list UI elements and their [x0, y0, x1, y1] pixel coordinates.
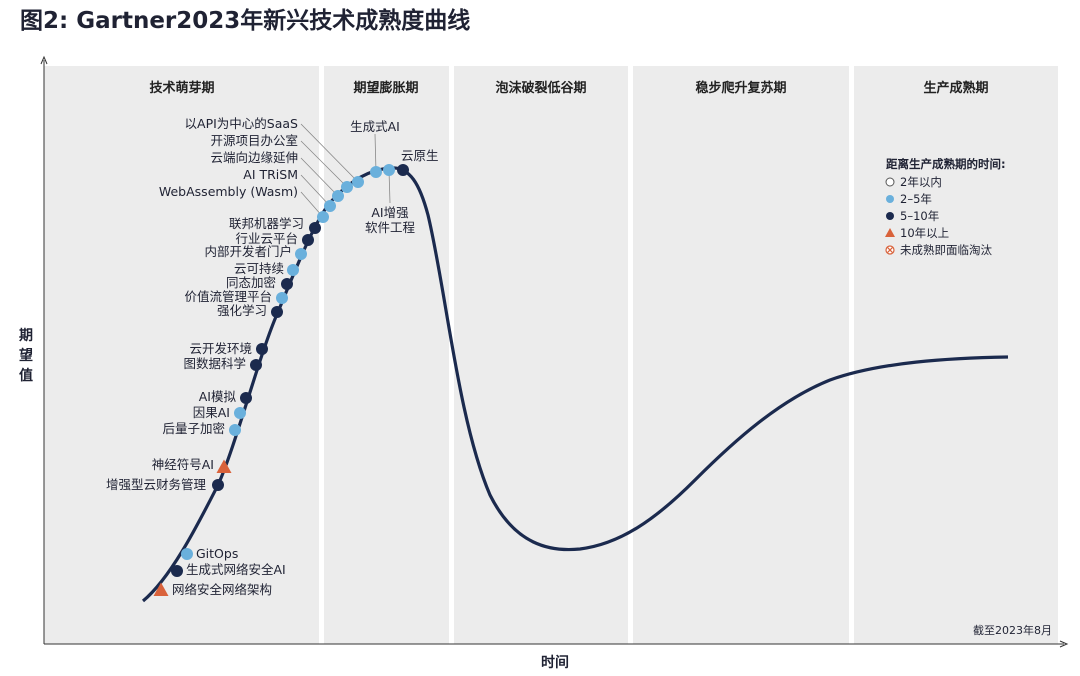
tech-marker — [397, 164, 409, 176]
chart-title: 图2: Gartner2023年新兴技术成熟度曲线 — [20, 7, 470, 34]
tech-marker — [229, 424, 241, 436]
legend-marker — [885, 228, 895, 237]
leader-line — [300, 174, 331, 207]
y-axis-label: 期望值 — [19, 328, 33, 384]
date-note: 截至2023年8月 — [973, 623, 1052, 637]
leader-line — [374, 133, 377, 173]
tech-marker — [153, 582, 169, 596]
legend-marker — [886, 212, 894, 220]
tech-label: 生成式网络安全AI — [186, 562, 286, 577]
tech-marker — [256, 343, 268, 355]
x-axis-arrow — [1059, 640, 1069, 648]
tech-marker — [302, 234, 314, 246]
leader-line — [300, 123, 359, 183]
tech-marker — [276, 292, 288, 304]
tech-marker — [309, 222, 321, 234]
tech-marker — [171, 565, 183, 577]
tech-marker — [332, 190, 344, 202]
tech-label: 价值流管理平台 — [184, 289, 272, 304]
legend-marker — [885, 245, 895, 255]
tech-label: AI TRiSM — [243, 167, 298, 182]
tech-marker — [181, 548, 193, 560]
tech-marker — [317, 211, 329, 223]
phase-panel-2 — [324, 66, 449, 644]
tech-marker — [287, 264, 299, 276]
tech-marker — [352, 176, 364, 188]
legend-marker — [885, 177, 895, 187]
legend-item: 10年以上 — [900, 226, 949, 240]
phase-panel-1 — [44, 66, 319, 644]
phase-label-1: 技术萌芽期 — [149, 80, 214, 96]
tech-marker — [341, 181, 353, 193]
tech-marker — [324, 200, 336, 212]
tech-label: 云可持续 — [234, 261, 284, 276]
legend-item: 5–10年 — [900, 209, 939, 223]
phase-label-2: 期望膨胀期 — [353, 80, 418, 96]
leader-line — [300, 157, 339, 197]
tech-marker — [370, 166, 382, 178]
tech-label: GitOps — [196, 546, 238, 561]
tech-label: 云原生 — [401, 148, 439, 163]
tech-marker — [383, 164, 395, 176]
phase-label-5: 生产成熟期 — [923, 80, 988, 96]
tech-marker — [216, 459, 232, 473]
tech-marker — [240, 392, 252, 404]
tech-label: AI增强软件工程 — [365, 205, 416, 235]
tech-label: WebAssembly (Wasm) — [159, 184, 298, 199]
tech-marker — [281, 278, 293, 290]
tech-label: 以API为中心的SaaS — [185, 116, 299, 131]
tech-marker — [212, 479, 224, 491]
tech-label: 后量子加密 — [162, 421, 225, 436]
y-axis-arrow — [40, 55, 48, 65]
phase-label-4: 稳步爬升复苏期 — [695, 80, 786, 96]
phase-panel-5 — [854, 66, 1058, 644]
tech-marker — [234, 407, 246, 419]
tech-label: 神经符号AI — [152, 457, 214, 472]
leader-line — [300, 140, 348, 188]
x-axis-label: 时间 — [541, 654, 569, 671]
phase-panel-3 — [454, 66, 628, 644]
tech-label: 生成式AI — [350, 119, 400, 134]
tech-label: 图数据科学 — [183, 356, 246, 371]
tech-label: 行业云平台 — [235, 231, 298, 246]
tech-label: 因果AI — [193, 405, 230, 420]
legend-marker — [886, 195, 894, 203]
tech-label: 网络安全网络架构 — [172, 582, 272, 597]
legend-item: 2年以内 — [900, 175, 942, 189]
tech-label: 增强型云财务管理 — [106, 477, 207, 492]
tech-marker — [271, 306, 283, 318]
phase-label-3: 泡沫破裂低谷期 — [495, 80, 586, 96]
tech-label: 开源项目办公室 — [210, 133, 298, 148]
tech-marker — [250, 359, 262, 371]
legend-item: 2–5年 — [900, 192, 932, 206]
legend-title: 距离生产成熟期的时间: — [886, 157, 1006, 171]
phase-panel-4 — [633, 66, 849, 644]
tech-label: 同态加密 — [226, 275, 276, 290]
tech-marker — [295, 248, 307, 260]
legend-item: 未成熟即面临淘汰 — [900, 243, 992, 257]
tech-label: 云开发环境 — [189, 341, 252, 356]
tech-label: AI模拟 — [199, 389, 237, 404]
tech-label: 内部开发者门户 — [204, 244, 292, 259]
tech-label: 联邦机器学习 — [229, 216, 304, 231]
tech-label: 云端向边缘延伸 — [210, 150, 298, 165]
tech-label: 强化学习 — [217, 303, 267, 318]
